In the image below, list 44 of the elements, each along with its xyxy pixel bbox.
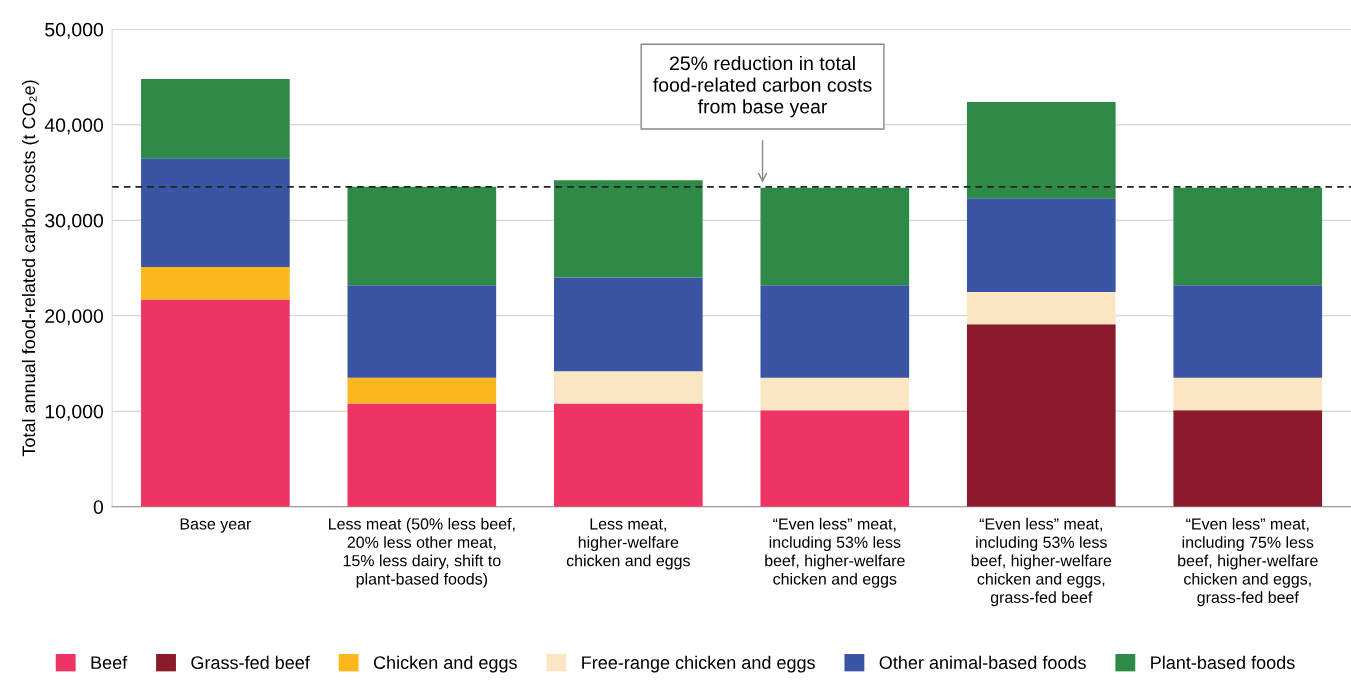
bar [760,285,910,378]
legend-label: Plant-based foods [1151,655,1295,669]
x-tick-label: Less meat (50% less beef, 20% less other meat, 15% less dairy, shift to plant-based foods) [329,517,515,588]
bar [554,403,703,507]
legend-label: Beef [91,655,128,669]
y-tick-label: 50,000 [45,22,104,39]
y-tick-label: 40,000 [44,118,104,135]
x-tick-label: “Even less” meat, including 53% less beef, higher-welfare chicken and eggs [765,517,905,588]
y-tick-label: 20,000 [45,309,104,326]
bar [347,403,497,507]
y-tick-label: 0 [93,500,104,514]
bar [347,186,497,286]
bar [347,285,497,378]
ref-line-label: 25% reduction in total food-related carbon costs from base year [653,55,872,118]
bar [760,410,910,507]
bar [554,371,703,404]
legend-label: Chicken and eggs [373,655,517,673]
bar [1173,285,1323,378]
bar [141,267,290,300]
y-tick-label: 10,000 [45,404,104,421]
x-tick-label: “Even less” meat, including 53% less beef, higher-welfare chicken and eggs, grass-fed beef [971,517,1112,607]
y-tick-label: 30,000 [45,213,104,230]
bar [141,299,290,507]
bar [347,377,497,404]
bar [1173,410,1323,507]
x-tick-label: Base year [180,518,252,533]
bar [966,101,1116,199]
bar [141,78,290,159]
bar [554,277,703,372]
legend-label: Other animal-based foods [879,655,1086,669]
x-tick-label: “Even less” meat, including 75% less beef, higher-welfare chicken and eggs, grass-fed beef [1178,517,1318,607]
y-axis-title: Total annual food-related carbon costs (t CO₂e) [21,80,39,457]
x-tick-label: Less meat, higher-welfare chicken and eggs [566,518,690,570]
bar [760,377,910,411]
bar [760,187,910,286]
bar [966,324,1116,507]
bar [554,180,703,278]
bar [141,158,290,268]
bar [1173,377,1323,411]
bar [1173,187,1323,286]
legend-label: Grass-fed beef [191,655,310,669]
legend-label: Free-range chicken and eggs [582,655,815,673]
bar [966,291,1116,325]
bar [966,198,1116,292]
